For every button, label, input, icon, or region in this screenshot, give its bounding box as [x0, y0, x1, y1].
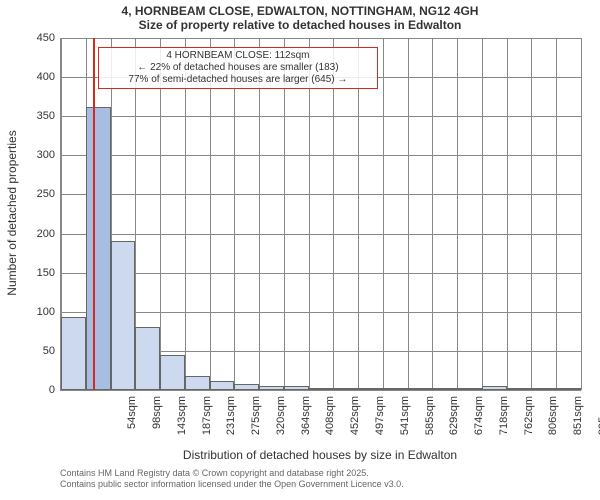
- histogram-bar: [234, 384, 259, 390]
- gridline-v: [210, 38, 211, 390]
- x-tick-label: 187sqm: [201, 396, 213, 446]
- x-tick-label: 541sqm: [399, 396, 411, 446]
- x-tick-label: 718sqm: [498, 396, 510, 446]
- plot-area: 4 HORNBEAM CLOSE: 112sqm← 22% of detache…: [60, 38, 581, 391]
- x-tick-label: 851sqm: [572, 396, 584, 446]
- gridline-h: [61, 312, 581, 313]
- histogram-bar: [160, 355, 185, 390]
- y-tick-label: 100: [20, 306, 55, 318]
- gridline-v: [284, 38, 285, 390]
- histogram-bar: [482, 386, 507, 390]
- gridline-v: [160, 38, 161, 390]
- gridline-h: [61, 194, 581, 195]
- y-tick-label: 400: [20, 71, 55, 83]
- chart-title-line1: 4, HORNBEAM CLOSE, EDWALTON, NOTTINGHAM,…: [0, 0, 600, 18]
- histogram-bar: [383, 388, 408, 390]
- footer-line1: Contains HM Land Registry data © Crown c…: [60, 468, 404, 479]
- annotation-box: 4 HORNBEAM CLOSE: 112sqm← 22% of detache…: [98, 47, 378, 89]
- gridline-h: [61, 116, 581, 117]
- footer-line2: Contains public sector information licen…: [60, 479, 404, 490]
- y-axis-label: Number of detached properties: [5, 113, 19, 313]
- x-tick-label: 629sqm: [448, 396, 460, 446]
- property-marker-line: [93, 38, 95, 390]
- gridline-v: [185, 38, 186, 390]
- histogram-bar: [432, 388, 457, 390]
- histogram-bar: [531, 388, 556, 390]
- annotation-line3: 77% of semi-detached houses are larger (…: [103, 74, 373, 86]
- gridline-v: [432, 38, 433, 390]
- x-tick-label: 585sqm: [424, 396, 436, 446]
- chart-container: 4, HORNBEAM CLOSE, EDWALTON, NOTTINGHAM,…: [0, 0, 600, 500]
- gridline-h: [61, 234, 581, 235]
- x-tick-label: 54sqm: [126, 396, 138, 446]
- gridline-v: [581, 38, 582, 390]
- histogram-bar: [135, 327, 160, 390]
- chart-title-line2: Size of property relative to detached ho…: [0, 18, 600, 32]
- gridline-v: [234, 38, 235, 390]
- histogram-bar: [408, 388, 433, 390]
- histogram-bar: [259, 386, 284, 390]
- histogram-bar: [210, 381, 235, 390]
- histogram-bar: [86, 107, 111, 390]
- histogram-bar: [284, 386, 309, 390]
- y-tick-label: 50: [20, 345, 55, 357]
- histogram-bar: [333, 388, 358, 390]
- gridline-v: [383, 38, 384, 390]
- gridline-v: [259, 38, 260, 390]
- gridline-h: [61, 155, 581, 156]
- gridline-v: [457, 38, 458, 390]
- gridline-v: [531, 38, 532, 390]
- histogram-bar: [61, 317, 86, 390]
- gridline-v: [309, 38, 310, 390]
- x-tick-label: 364sqm: [300, 396, 312, 446]
- x-tick-label: 231sqm: [225, 396, 237, 446]
- x-tick-label: 320sqm: [275, 396, 287, 446]
- gridline-v: [408, 38, 409, 390]
- annotation-line1: 4 HORNBEAM CLOSE: 112sqm: [103, 50, 373, 62]
- x-tick-label: 143sqm: [176, 396, 188, 446]
- y-tick-label: 300: [20, 149, 55, 161]
- histogram-bar: [111, 241, 136, 390]
- gridline-h: [61, 38, 581, 39]
- y-tick-label: 450: [20, 32, 55, 44]
- x-tick-label: 806sqm: [547, 396, 559, 446]
- x-tick-label: 275sqm: [250, 396, 262, 446]
- gridline-h: [61, 390, 581, 391]
- x-tick-label: 674sqm: [473, 396, 485, 446]
- y-tick-label: 150: [20, 267, 55, 279]
- x-tick-label: 762sqm: [523, 396, 535, 446]
- histogram-bar: [309, 388, 334, 390]
- y-tick-label: 250: [20, 188, 55, 200]
- histogram-bar: [507, 388, 532, 390]
- gridline-v: [482, 38, 483, 390]
- histogram-bar: [185, 376, 210, 390]
- x-tick-label: 98sqm: [151, 396, 163, 446]
- gridline-v: [507, 38, 508, 390]
- gridline-v: [358, 38, 359, 390]
- y-tick-label: 350: [20, 110, 55, 122]
- x-tick-label: 452sqm: [349, 396, 361, 446]
- histogram-bar: [457, 388, 482, 390]
- x-tick-label: 497sqm: [374, 396, 386, 446]
- x-axis-label: Distribution of detached houses by size …: [60, 448, 580, 462]
- y-tick-label: 200: [20, 228, 55, 240]
- y-tick-label: 0: [20, 384, 55, 396]
- gridline-v: [556, 38, 557, 390]
- annotation-line2: ← 22% of detached houses are smaller (18…: [103, 62, 373, 74]
- x-tick-label: 408sqm: [324, 396, 336, 446]
- histogram-bar: [556, 388, 581, 390]
- gridline-v: [333, 38, 334, 390]
- histogram-bar: [358, 388, 383, 390]
- gridline-h: [61, 273, 581, 274]
- footer-attribution: Contains HM Land Registry data © Crown c…: [60, 468, 404, 490]
